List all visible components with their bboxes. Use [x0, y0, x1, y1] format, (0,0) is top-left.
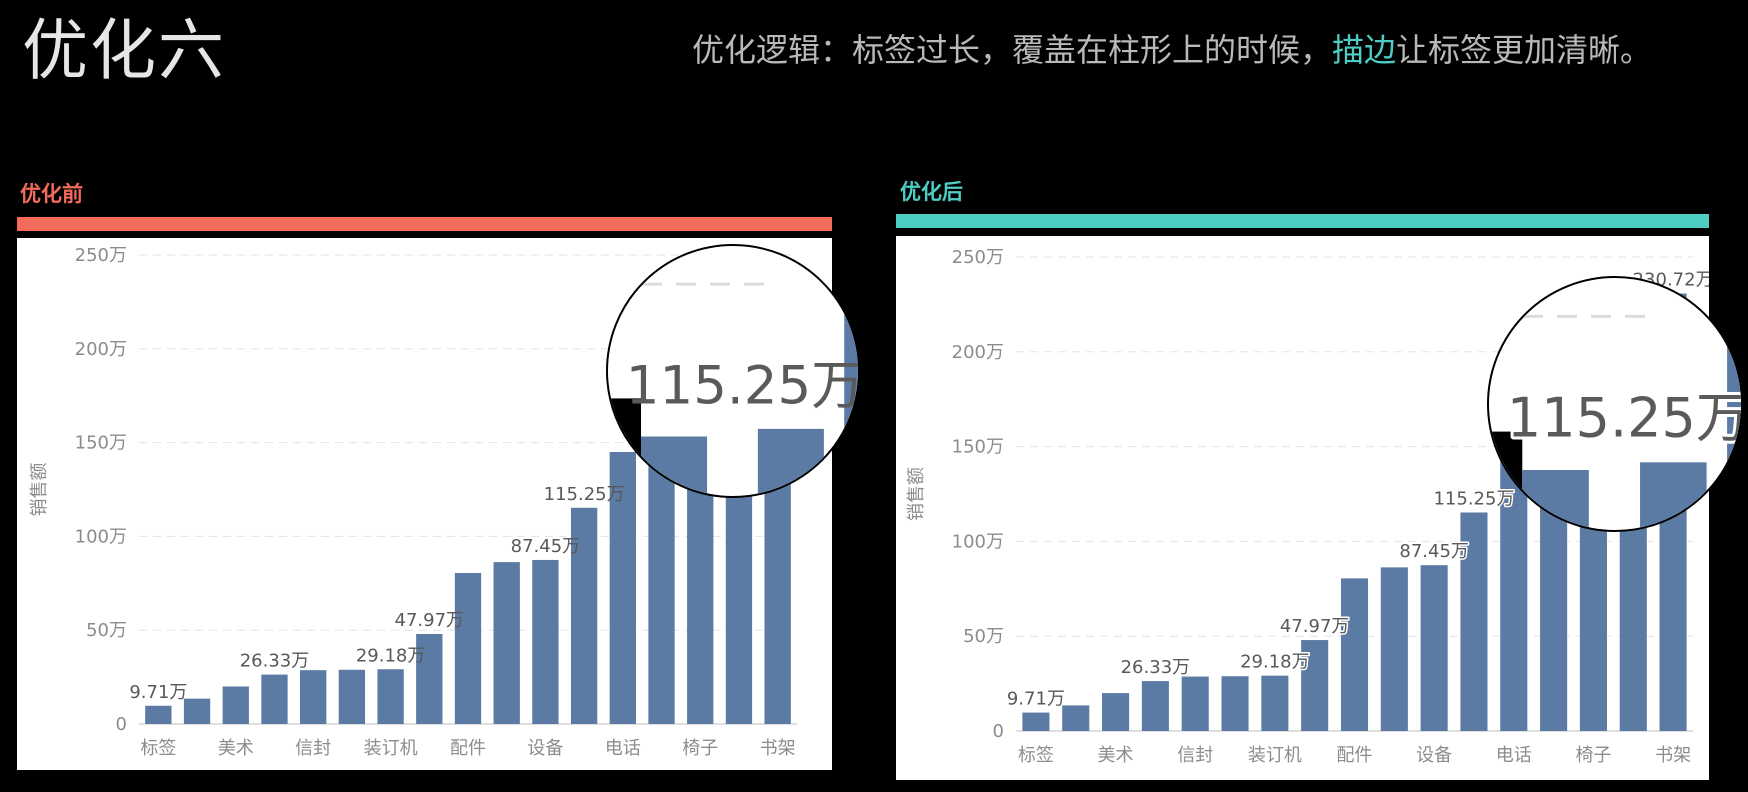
before-zoom-bar: [757, 428, 824, 496]
before-y-tick-label: 150万: [75, 433, 127, 454]
before-x-tick-label: 电话: [605, 738, 641, 759]
after-panel-label: 优化后: [900, 180, 963, 204]
before-data-label: 115.25万: [544, 484, 625, 505]
after-data-label: 26.33万: [1121, 657, 1191, 678]
before-bar: [338, 669, 366, 724]
before-x-tick-label: 标签: [140, 738, 176, 759]
before-x-tick-label: 书架: [760, 738, 796, 759]
after-y-tick-label: 250万: [952, 247, 1004, 268]
before-x-tick-label: 椅子: [682, 738, 718, 759]
before-data-label: 26.33万: [240, 651, 310, 672]
after-zoom-bar: [1640, 462, 1707, 530]
after-bar: [1141, 681, 1169, 731]
before-bar: [532, 559, 559, 724]
before-zoom-svg: 115.25万: [608, 246, 860, 496]
after-bar: [1420, 565, 1448, 731]
before-y-tick-label: 200万: [75, 339, 127, 360]
after-y-tick-label: 150万: [952, 437, 1004, 458]
after-x-tick-label: 椅子: [1575, 745, 1611, 766]
before-zoom-magnifier: 115.25万: [606, 244, 860, 498]
after-panel-bar: [896, 214, 1709, 228]
after-data-label: 29.18万: [1240, 652, 1310, 673]
before-bar: [416, 634, 443, 724]
before-x-tick-label: 配件: [450, 738, 486, 759]
before-y-tick-label: 0: [116, 714, 127, 735]
after-zoom-bar: [1727, 278, 1741, 530]
before-y-tick-label: 50万: [86, 620, 127, 641]
after-x-tick-label: 书架: [1655, 745, 1691, 766]
after-bar: [1261, 675, 1289, 731]
after-data-label: 47.97万: [1280, 616, 1350, 637]
before-data-label: 29.18万: [356, 645, 426, 666]
after-y-tick-label: 50万: [963, 626, 1004, 647]
after-x-tick-label: 信封: [1177, 745, 1213, 766]
before-bar: [609, 451, 636, 724]
before-bar: [570, 507, 598, 724]
after-bar: [1221, 676, 1249, 731]
before-panel-label: 优化前: [20, 182, 83, 206]
before-y-tick-label: 100万: [75, 526, 127, 547]
after-data-label: 87.45万: [1399, 541, 1469, 562]
before-zoom-label: 115.25万: [626, 355, 860, 416]
after-x-tick-label: 标签: [1018, 745, 1054, 766]
after-zoom-bar: [1522, 470, 1589, 530]
after-bar: [1380, 567, 1408, 731]
after-x-tick-label: 电话: [1496, 745, 1532, 766]
after-x-tick-label: 设备: [1416, 745, 1452, 766]
before-y-axis-label: 销售额: [29, 463, 50, 517]
description-highlight: 描边: [1332, 31, 1397, 69]
before-data-label: 47.97万: [395, 610, 465, 631]
after-zoom-label: 115.25万: [1507, 387, 1743, 450]
before-zoom-bar: [844, 246, 858, 496]
after-x-tick-label: 美术: [1098, 745, 1134, 766]
after-bar: [1181, 676, 1209, 731]
after-bar: [1022, 712, 1050, 731]
before-bar: [183, 698, 211, 724]
after-zoom-shadow: [1489, 431, 1523, 530]
after-bar: [1301, 640, 1329, 731]
before-bar: [377, 669, 404, 724]
after-zoom-svg: 115.25万: [1489, 278, 1743, 530]
before-x-tick-label: 设备: [527, 738, 563, 759]
before-x-tick-label: 装订机: [364, 738, 418, 759]
after-chart: 0 50万 100万 150万 200万 250万销售额标签 美术 信封 装订机 配件 设备 电话 椅子…: [896, 236, 1709, 780]
before-x-tick-label: 信封: [295, 738, 331, 759]
after-zoom-magnifier: 115.25万: [1487, 276, 1743, 532]
after-y-tick-label: 200万: [952, 342, 1004, 363]
after-x-tick-label: 配件: [1337, 745, 1373, 766]
before-data-label: 87.45万: [511, 536, 581, 557]
after-x-tick-label: 装订机: [1248, 745, 1302, 766]
before-x-tick-label: 美术: [218, 738, 254, 759]
before-y-tick-label: 250万: [75, 245, 127, 266]
before-bar: [261, 674, 288, 724]
before-bar: [222, 686, 249, 724]
before-zoom-bar: [641, 436, 708, 496]
after-y-tick-label: 0: [993, 721, 1004, 742]
before-bar: [454, 572, 482, 724]
before-bar: [145, 705, 172, 724]
after-data-label: 9.71万: [1007, 689, 1065, 710]
before-panel-bar: [17, 217, 832, 231]
after-bar: [1062, 705, 1090, 731]
after-y-axis-label: 销售额: [906, 467, 927, 521]
description-prefix: 优化逻辑：标签过长，覆盖在柱形上的时候，: [692, 31, 1333, 69]
description-suffix: 让标签更加清晰。: [1396, 31, 1653, 69]
after-bar: [1102, 693, 1130, 731]
after-y-tick-label: 100万: [952, 531, 1004, 552]
after-bar: [1460, 512, 1488, 731]
after-bar: [1340, 578, 1369, 731]
page-description: 优化逻辑：标签过长，覆盖在柱形上的时候，描边让标签更加清晰。: [692, 28, 1652, 72]
before-bar: [300, 670, 327, 724]
before-zoom-shadow: [608, 398, 642, 496]
page-title: 优化六: [22, 12, 226, 89]
before-bar: [493, 562, 520, 724]
before-data-label: 9.71万: [129, 682, 187, 703]
